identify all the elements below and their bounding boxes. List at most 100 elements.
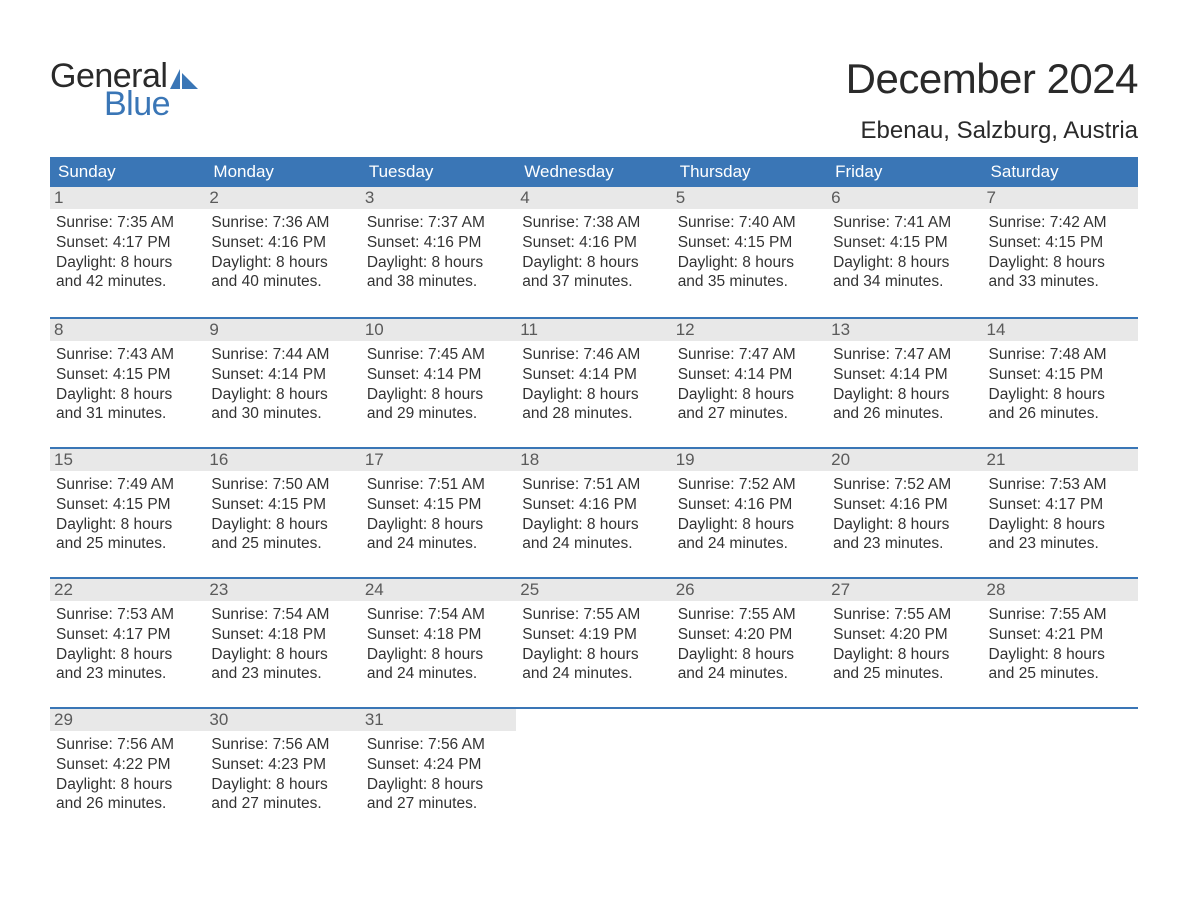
- sunrise-line: Sunrise: 7:53 AM: [989, 475, 1132, 495]
- day-details: Sunrise: 7:44 AMSunset: 4:14 PMDaylight:…: [211, 345, 354, 424]
- sunrise-line: Sunrise: 7:46 AM: [522, 345, 665, 365]
- daylight-line: Daylight: 8 hours and 34 minutes.: [833, 253, 976, 293]
- daylight-line: Daylight: 8 hours and 24 minutes.: [678, 645, 821, 685]
- day-number: [983, 709, 1138, 731]
- daylight-line: Daylight: 8 hours and 27 minutes.: [367, 775, 510, 815]
- day-number: 8: [50, 319, 205, 341]
- day-cell: 5Sunrise: 7:40 AMSunset: 4:15 PMDaylight…: [672, 187, 827, 317]
- day-details: Sunrise: 7:54 AMSunset: 4:18 PMDaylight:…: [367, 605, 510, 684]
- day-number: 3: [361, 187, 516, 209]
- sunset-line: Sunset: 4:14 PM: [367, 365, 510, 385]
- day-cell: 29Sunrise: 7:56 AMSunset: 4:22 PMDayligh…: [50, 709, 205, 837]
- day-cell: 27Sunrise: 7:55 AMSunset: 4:20 PMDayligh…: [827, 579, 982, 707]
- daylight-line: Daylight: 8 hours and 33 minutes.: [989, 253, 1132, 293]
- brand-logo: General Blue: [50, 55, 198, 121]
- sunset-line: Sunset: 4:15 PM: [989, 233, 1132, 253]
- day-details: Sunrise: 7:52 AMSunset: 4:16 PMDaylight:…: [678, 475, 821, 554]
- sunset-line: Sunset: 4:16 PM: [211, 233, 354, 253]
- sunrise-line: Sunrise: 7:47 AM: [678, 345, 821, 365]
- day-cell: 20Sunrise: 7:52 AMSunset: 4:16 PMDayligh…: [827, 449, 982, 577]
- day-number: [672, 709, 827, 731]
- sunrise-line: Sunrise: 7:52 AM: [678, 475, 821, 495]
- daylight-line: Daylight: 8 hours and 37 minutes.: [522, 253, 665, 293]
- sunrise-line: Sunrise: 7:35 AM: [56, 213, 199, 233]
- sunrise-line: Sunrise: 7:37 AM: [367, 213, 510, 233]
- sunset-line: Sunset: 4:15 PM: [989, 365, 1132, 385]
- day-details: Sunrise: 7:40 AMSunset: 4:15 PMDaylight:…: [678, 213, 821, 292]
- day-details: Sunrise: 7:56 AMSunset: 4:23 PMDaylight:…: [211, 735, 354, 814]
- title-month-year: December 2024: [846, 55, 1138, 103]
- day-cell: 8 Sunrise: 7:43 AMSunset: 4:15 PMDaylight…: [50, 319, 205, 447]
- sunset-line: Sunset: 4:22 PM: [56, 755, 199, 775]
- sunset-line: Sunset: 4:14 PM: [211, 365, 354, 385]
- day-cell: 26Sunrise: 7:55 AMSunset: 4:20 PMDayligh…: [672, 579, 827, 707]
- day-details: Sunrise: 7:54 AMSunset: 4:18 PMDaylight:…: [211, 605, 354, 684]
- day-cell: 25Sunrise: 7:55 AMSunset: 4:19 PMDayligh…: [516, 579, 671, 707]
- sunset-line: Sunset: 4:23 PM: [211, 755, 354, 775]
- sunset-line: Sunset: 4:15 PM: [678, 233, 821, 253]
- day-details: Sunrise: 7:50 AMSunset: 4:15 PMDaylight:…: [211, 475, 354, 554]
- day-number: 14: [983, 319, 1138, 341]
- sunrise-line: Sunrise: 7:36 AM: [211, 213, 354, 233]
- day-details: Sunrise: 7:35 AMSunset: 4:17 PMDaylight:…: [56, 213, 199, 292]
- weeks-container: 1Sunrise: 7:35 AMSunset: 4:17 PMDaylight…: [50, 187, 1138, 837]
- daylight-line: Daylight: 8 hours and 40 minutes.: [211, 253, 354, 293]
- day-cell: 18Sunrise: 7:51 AMSunset: 4:16 PMDayligh…: [516, 449, 671, 577]
- day-number: 16: [205, 449, 360, 471]
- day-number: 9: [205, 319, 360, 341]
- day-cell: 3 Sunrise: 7:37 AMSunset: 4:16 PMDaylight…: [361, 187, 516, 317]
- daylight-line: Daylight: 8 hours and 23 minutes.: [833, 515, 976, 555]
- title-block: December 2024 Ebenau, Salzburg, Austria: [846, 55, 1138, 145]
- day-cell: 9 Sunrise: 7:44 AMSunset: 4:14 PMDaylight…: [205, 319, 360, 447]
- day-cell: 11Sunrise: 7:46 AMSunset: 4:14 PMDayligh…: [516, 319, 671, 447]
- sunset-line: Sunset: 4:16 PM: [678, 495, 821, 515]
- day-number: 18: [516, 449, 671, 471]
- week-row: 22Sunrise: 7:53 AMSunset: 4:17 PMDayligh…: [50, 577, 1138, 707]
- sunset-line: Sunset: 4:15 PM: [56, 495, 199, 515]
- sunset-line: Sunset: 4:14 PM: [522, 365, 665, 385]
- weekday-header: Thursday: [672, 162, 827, 182]
- week-row: 29Sunrise: 7:56 AMSunset: 4:22 PMDayligh…: [50, 707, 1138, 837]
- day-details: Sunrise: 7:43 AMSunset: 4:15 PMDaylight:…: [56, 345, 199, 424]
- day-number: 21: [983, 449, 1138, 471]
- day-details: Sunrise: 7:55 AMSunset: 4:19 PMDaylight:…: [522, 605, 665, 684]
- sunrise-line: Sunrise: 7:41 AM: [833, 213, 976, 233]
- sunset-line: Sunset: 4:17 PM: [989, 495, 1132, 515]
- sunset-line: Sunset: 4:17 PM: [56, 625, 199, 645]
- daylight-line: Daylight: 8 hours and 25 minutes.: [56, 515, 199, 555]
- day-cell: 14Sunrise: 7:48 AMSunset: 4:15 PMDayligh…: [983, 319, 1138, 447]
- sunrise-line: Sunrise: 7:47 AM: [833, 345, 976, 365]
- day-number: 19: [672, 449, 827, 471]
- sunset-line: Sunset: 4:16 PM: [522, 233, 665, 253]
- day-cell: 24Sunrise: 7:54 AMSunset: 4:18 PMDayligh…: [361, 579, 516, 707]
- day-number: 13: [827, 319, 982, 341]
- sunrise-line: Sunrise: 7:56 AM: [367, 735, 510, 755]
- weekday-header: Sunday: [50, 162, 205, 182]
- sunset-line: Sunset: 4:15 PM: [211, 495, 354, 515]
- day-number: 28: [983, 579, 1138, 601]
- day-number: [516, 709, 671, 731]
- day-details: Sunrise: 7:37 AMSunset: 4:16 PMDaylight:…: [367, 213, 510, 292]
- day-cell: 23Sunrise: 7:54 AMSunset: 4:18 PMDayligh…: [205, 579, 360, 707]
- daylight-line: Daylight: 8 hours and 24 minutes.: [522, 515, 665, 555]
- sunrise-line: Sunrise: 7:52 AM: [833, 475, 976, 495]
- day-details: Sunrise: 7:49 AMSunset: 4:15 PMDaylight:…: [56, 475, 199, 554]
- weekday-header: Saturday: [983, 162, 1138, 182]
- daylight-line: Daylight: 8 hours and 25 minutes.: [833, 645, 976, 685]
- day-number: 10: [361, 319, 516, 341]
- sunrise-line: Sunrise: 7:38 AM: [522, 213, 665, 233]
- sunrise-line: Sunrise: 7:49 AM: [56, 475, 199, 495]
- day-details: Sunrise: 7:36 AMSunset: 4:16 PMDaylight:…: [211, 213, 354, 292]
- day-details: Sunrise: 7:47 AMSunset: 4:14 PMDaylight:…: [833, 345, 976, 424]
- day-cell: [672, 709, 827, 837]
- day-details: Sunrise: 7:56 AMSunset: 4:24 PMDaylight:…: [367, 735, 510, 814]
- daylight-line: Daylight: 8 hours and 23 minutes.: [989, 515, 1132, 555]
- sunrise-line: Sunrise: 7:55 AM: [989, 605, 1132, 625]
- flag-icon: [170, 69, 198, 89]
- day-details: Sunrise: 7:42 AMSunset: 4:15 PMDaylight:…: [989, 213, 1132, 292]
- day-details: Sunrise: 7:55 AMSunset: 4:20 PMDaylight:…: [833, 605, 976, 684]
- day-cell: 28Sunrise: 7:55 AMSunset: 4:21 PMDayligh…: [983, 579, 1138, 707]
- day-cell: 6Sunrise: 7:41 AMSunset: 4:15 PMDaylight…: [827, 187, 982, 317]
- sunrise-line: Sunrise: 7:45 AM: [367, 345, 510, 365]
- sunset-line: Sunset: 4:20 PM: [678, 625, 821, 645]
